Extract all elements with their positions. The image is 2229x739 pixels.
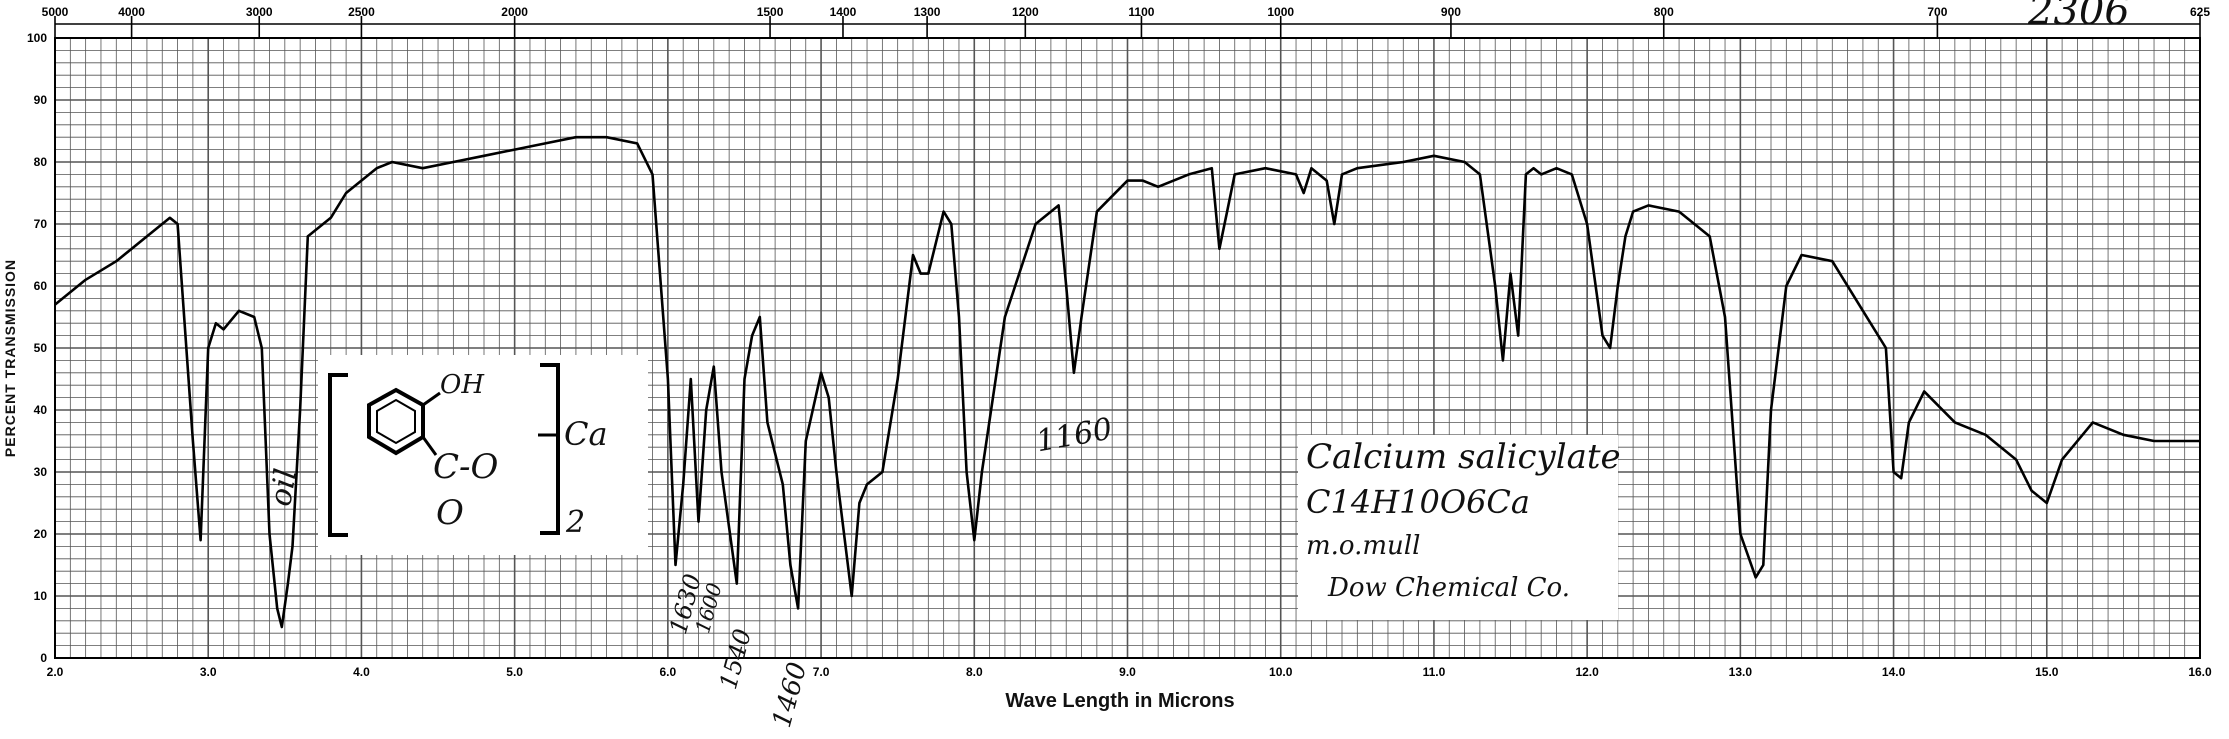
compound-label-box: Calcium salicylate C14H10O6Ca m.o.mull D… [1298, 435, 1621, 620]
x-tick-label: 9.0 [1119, 665, 1136, 679]
x-tick-label: 12.0 [1575, 665, 1599, 679]
y-tick-label: 20 [34, 527, 48, 541]
y-tick-label: 50 [34, 341, 48, 355]
x-tick-label: 13.0 [1729, 665, 1753, 679]
note-oil: oil [263, 466, 305, 509]
x-tick-label: 14.0 [1882, 665, 1906, 679]
x-tick-label: 10.0 [1269, 665, 1293, 679]
x-axis-ticks: 2.0 3.0 4.0 5.0 6.0 7.0 8.0 9.0 10.0 11.0 12.0 13.0… [47, 665, 2212, 679]
sample-method: m.o.mull [1306, 531, 1421, 561]
wavenumber-tick-label: 5000 [42, 5, 69, 19]
wavenumber-tick-label: 1500 [757, 5, 784, 19]
struct-oh: OH [440, 370, 484, 400]
wavenumber-tick-label: 1400 [830, 5, 857, 19]
wavenumber-tick-label: 625 [2190, 5, 2210, 19]
y-axis-ticks: 0 10 20 30 40 50 60 70 80 90 100 [27, 31, 47, 665]
wavenumber-tick-label: 1100 [1128, 5, 1154, 19]
compound-formula: C14H10O6Ca [1306, 483, 1530, 521]
y-tick-label: 100 [27, 31, 47, 45]
x-tick-label: 5.0 [506, 665, 523, 679]
x-tick-label: 2.0 [47, 665, 64, 679]
wavenumber-tick-label: 2500 [348, 5, 375, 19]
y-tick-label: 0 [40, 651, 47, 665]
y-tick-label: 70 [34, 217, 48, 231]
struct-calcium: Ca [564, 415, 608, 453]
y-tick-label: 30 [34, 465, 48, 479]
wavenumber-tick-label: 800 [1654, 5, 1674, 19]
wavenumber-ticks: 5000 4000 3000 2500 2000 1500 1400 1300 1200 1100… [42, 5, 2210, 38]
y-tick-label: 80 [34, 155, 48, 169]
chart-grid [54, 37, 2201, 659]
wavenumber-tick-label: 1000 [1267, 5, 1294, 19]
x-axis-label: Wave Length in Microns [1005, 690, 1235, 712]
struct-carbonyl-oxygen: O [436, 493, 464, 533]
wavenumber-tick-label: 900 [1441, 5, 1461, 19]
y-tick-label: 60 [34, 279, 48, 293]
x-tick-label: 8.0 [966, 665, 983, 679]
wavenumber-tick-label: 1300 [914, 5, 941, 19]
wavenumber-tick-label: 4000 [118, 5, 145, 19]
x-tick-label: 7.0 [813, 665, 830, 679]
x-tick-label: 16.0 [2188, 665, 2212, 679]
wavenumber-tick-label: 3000 [246, 5, 273, 19]
x-tick-label: 15.0 [2035, 665, 2059, 679]
x-tick-label: 11.0 [1423, 665, 1446, 679]
spectrum-line [54, 135, 2200, 629]
structure-drawing: OH C-O O Ca 2 [318, 355, 648, 555]
y-tick-label: 40 [34, 403, 48, 417]
y-axis-label: PERCENT TRANSMISSION [2, 258, 18, 458]
plot-border [54, 37, 2201, 659]
x-tick-label: 4.0 [353, 665, 370, 679]
compound-name: Calcium salicylate [1306, 437, 1621, 477]
x-tick-label: 6.0 [660, 665, 677, 679]
struct-carboxylate: C-O [433, 447, 499, 487]
wavenumber-tick-label: 700 [1927, 5, 1947, 19]
y-tick-label: 10 [34, 589, 48, 603]
sample-source: Dow Chemical Co. [1328, 573, 1571, 603]
struct-subscript: 2 [566, 505, 586, 540]
x-tick-label: 3.0 [200, 665, 217, 679]
spectrum-number: 2306 [2028, 0, 2130, 34]
wavenumber-tick-label: 1200 [1012, 5, 1039, 19]
y-tick-label: 90 [34, 93, 48, 107]
structure-brackets [328, 363, 560, 537]
wavenumber-tick-label: 2000 [501, 5, 528, 19]
